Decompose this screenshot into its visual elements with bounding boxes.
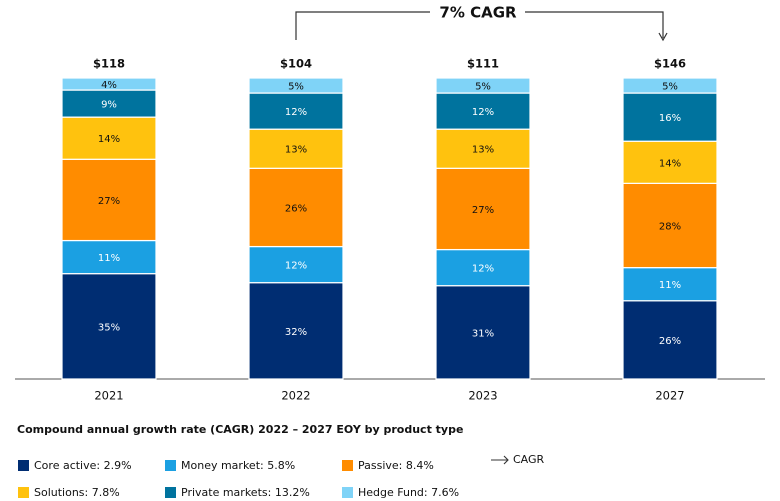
bar-segment: [435, 285, 531, 380]
legend-growth: 7.8%: [92, 486, 120, 499]
segment-label: 27%: [472, 205, 494, 216]
legend-name: Hedge Fund:: [358, 486, 428, 499]
segment-label: 16%: [659, 113, 681, 124]
bar-segment: [248, 282, 344, 380]
bar-segment: [248, 167, 344, 248]
legend-label: Money market: 5.8%: [181, 459, 295, 472]
legend-swatch: [18, 460, 29, 471]
segment-label: 9%: [101, 100, 117, 111]
x-tick-label: 2022: [281, 389, 310, 403]
cagr-bracket: [295, 11, 664, 40]
annotation: 7% CAGR: [439, 4, 517, 22]
segment-label: 13%: [472, 145, 494, 156]
segment-label: 12%: [285, 261, 307, 272]
legend-name: Passive:: [358, 459, 402, 472]
x-tick-label: 2023: [468, 389, 497, 403]
legend-name: Money market:: [181, 459, 264, 472]
legend-growth: 5.8%: [267, 459, 295, 472]
bar-segment: [61, 116, 157, 160]
legend-swatch: [342, 487, 353, 498]
total-label: $104: [280, 57, 312, 71]
segment-label: 13%: [285, 145, 307, 156]
legend-name: Core active:: [34, 459, 100, 472]
bar-segment: [61, 273, 157, 380]
legend-growth: 7.6%: [431, 486, 459, 499]
segment-label: 5%: [662, 82, 678, 93]
segment-label: 28%: [659, 221, 681, 232]
legend-name: Solutions:: [34, 486, 88, 499]
segment-label: 35%: [98, 322, 120, 333]
bar-segment: [248, 92, 344, 130]
legend-label: Passive: 8.4%: [358, 459, 434, 472]
bar-segment: [435, 167, 531, 251]
legend-label: Private markets: 13.2%: [181, 486, 310, 499]
bar-segment: [622, 267, 718, 302]
segment-label: 12%: [285, 107, 307, 118]
legend-swatch: [165, 487, 176, 498]
legend-growth: 8.4%: [406, 459, 434, 472]
legend-label: Core active: 2.9%: [34, 459, 132, 472]
bar-segment: [248, 128, 344, 169]
legend-swatch: [342, 460, 353, 471]
segment-label: 27%: [98, 196, 120, 207]
legend-label: Solutions: 7.8%: [34, 486, 120, 499]
cagr-legend-arrow: [491, 455, 509, 465]
total-label: $111: [467, 57, 499, 71]
legend-growth: 2.9%: [104, 459, 132, 472]
total-label: $146: [654, 57, 686, 71]
bar-segment: [435, 248, 531, 287]
segment-label: 14%: [659, 158, 681, 169]
segment-label: 11%: [659, 280, 681, 291]
segment-label: 5%: [475, 82, 491, 93]
segment-label: 32%: [285, 327, 307, 338]
legend-swatch: [165, 460, 176, 471]
total-label: $118: [93, 57, 125, 71]
segment-label: 26%: [285, 203, 307, 214]
bar-segment: [61, 158, 157, 242]
segment-label: 14%: [98, 134, 120, 145]
legend-swatch: [18, 487, 29, 498]
segment-label: 11%: [98, 253, 120, 264]
segment-label: 31%: [472, 328, 494, 339]
bar-segment: [248, 245, 344, 284]
legend-title: Compound annual growth rate (CAGR) 2022 …: [17, 423, 463, 436]
legend-label: Hedge Fund: 7.6%: [358, 486, 459, 499]
legend-name: Private markets:: [181, 486, 271, 499]
bar-segment: [248, 77, 344, 94]
bar-segment: [622, 300, 718, 380]
segment-label: 12%: [472, 107, 494, 118]
bar-segment: [61, 77, 157, 91]
bar-segment: [435, 77, 531, 94]
bar-segment: [622, 182, 718, 269]
segment-label: 12%: [472, 264, 494, 275]
segment-label: 4%: [101, 80, 117, 91]
bar-segment: [622, 92, 718, 142]
bar-segment: [622, 77, 718, 94]
cagr-arrowhead: [658, 32, 668, 42]
segment-label: 5%: [288, 82, 304, 93]
legend-growth: 13.2%: [275, 486, 310, 499]
segment-label: 26%: [659, 336, 681, 347]
x-tick-label: 2027: [655, 389, 684, 403]
x-tick-label: 2021: [94, 389, 123, 403]
bar-segment: [61, 239, 157, 275]
arrow-legend: CAGR: [513, 453, 545, 466]
bar-segment: [61, 89, 157, 118]
